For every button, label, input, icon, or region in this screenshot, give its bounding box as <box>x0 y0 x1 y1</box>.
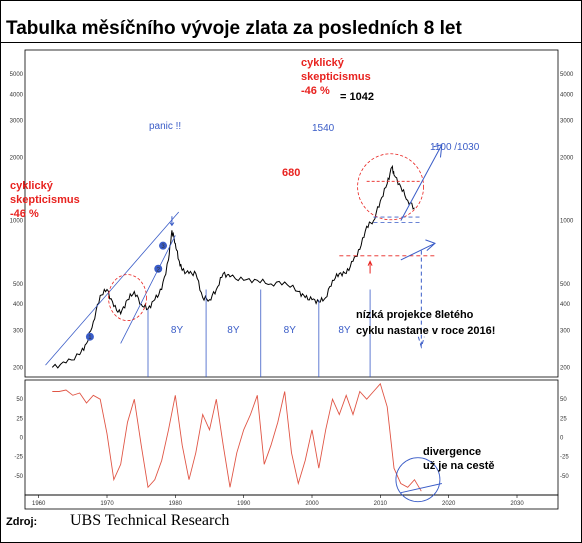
osc-y-tick-right: 50 <box>560 397 567 403</box>
y-tick-left: 5000 <box>10 72 24 78</box>
cycle-label: 8Y <box>284 325 297 336</box>
trendline-upper <box>120 235 176 344</box>
osc-y-tick-left: -50 <box>14 474 23 480</box>
y-tick-left: 400 <box>13 302 24 308</box>
peak-price-label: = 1042 <box>340 91 374 103</box>
x-tick-label: 1960 <box>32 501 46 507</box>
y-tick-right: 4000 <box>560 92 574 98</box>
osc-y-tick-right: -50 <box>560 474 569 480</box>
y-tick-left: 4000 <box>10 92 24 98</box>
panic-arrow <box>169 216 175 227</box>
panic-label: panic !! <box>149 121 181 132</box>
osc-y-tick-right: -25 <box>560 455 569 461</box>
projection-arrow-right <box>400 239 436 261</box>
price-panel-border <box>24 49 559 378</box>
y-tick-left: 1000 <box>10 219 24 225</box>
wave-mark-label: 2 <box>157 267 161 273</box>
trendline-lower <box>45 211 180 366</box>
divergence-text: už je na cestě <box>423 460 495 472</box>
projection-note: cyklu nastane v roce 2016! <box>356 325 495 337</box>
oscillator-panel-border <box>24 379 559 496</box>
x-tick-label: 2030 <box>510 501 524 507</box>
divergence-circle <box>395 457 441 503</box>
oscillator-line <box>52 382 422 492</box>
source-label: Zdroj: <box>6 516 38 528</box>
left-cycle-text: cyklický <box>10 180 54 192</box>
cycle-circle-top <box>357 153 424 221</box>
divergence-text: divergence <box>423 446 481 458</box>
gold-price-line <box>51 164 415 369</box>
y-tick-right: 300 <box>560 328 571 334</box>
projection-arrow-down <box>417 250 425 349</box>
wave-mark-label: 1 <box>88 335 92 341</box>
y-tick-left: 500 <box>13 282 24 288</box>
top-cycle-text: skepticismus <box>301 71 371 83</box>
y-tick-right: 400 <box>560 302 571 308</box>
x-tick-label: 2000 <box>305 501 319 507</box>
wave-mark-circle <box>159 241 168 250</box>
x-tick-label: 1970 <box>100 501 114 507</box>
x-tick-label: 2020 <box>442 501 456 507</box>
y-tick-left: 2000 <box>10 155 24 161</box>
cycle-circle-left <box>108 274 147 322</box>
left-cycle-text: -46 % <box>10 208 39 220</box>
y-tick-left: 3000 <box>10 118 24 124</box>
y-tick-right: 3000 <box>560 118 574 124</box>
osc-y-tick-left: -25 <box>14 455 23 461</box>
y-tick-left: 200 <box>13 365 24 371</box>
top-cycle-text: cyklický <box>301 57 345 69</box>
source-text: UBS Technical Research <box>70 512 230 529</box>
y-tick-right: 1000 <box>560 219 574 225</box>
x-tick-label: 2010 <box>374 501 388 507</box>
page-title: Tabulka měsíčního vývoje zlata za posled… <box>6 18 462 39</box>
red-arrow <box>367 260 373 274</box>
cycle-label: 8Y <box>171 325 184 336</box>
target-label: 1100 /1030 <box>430 142 480 153</box>
cycle-label: 8Y <box>338 325 351 336</box>
osc-y-tick-left: 0 <box>20 436 24 442</box>
osc-y-tick-right: 0 <box>560 436 564 442</box>
y-tick-right: 200 <box>560 365 571 371</box>
wave-mark-circle <box>154 264 163 273</box>
level-1540-label: 1540 <box>312 123 335 134</box>
x-tick-label: 1980 <box>169 501 183 507</box>
y-tick-left: 300 <box>13 328 24 334</box>
left-cycle-text: skepticismus <box>10 194 80 206</box>
cycle-label: 8Y <box>227 325 240 336</box>
osc-y-tick-left: 50 <box>16 397 23 403</box>
osc-y-tick-left: 25 <box>16 416 23 422</box>
y-tick-right: 500 <box>560 282 571 288</box>
y-tick-right: 5000 <box>560 72 574 78</box>
annotation-layer: 8Y 8Y 8Y 8Y 1 2 3 panic !! cyklický skepticismus -… <box>10 57 495 503</box>
y-tick-right: 2000 <box>560 155 574 161</box>
level-680-label: 680 <box>282 167 300 179</box>
osc-y-tick-right: 25 <box>560 416 567 422</box>
divergence-line <box>400 483 442 494</box>
wave-mark-label: 3 <box>161 244 165 250</box>
x-axis-band <box>24 494 559 510</box>
top-cycle-text: -46 % <box>301 85 330 97</box>
title-separator <box>0 42 582 43</box>
projection-arrow-up <box>400 144 443 221</box>
price-chart-layer <box>51 164 415 377</box>
wave-mark-circle <box>85 332 94 341</box>
projection-note: nízká projekce 8letého <box>356 309 474 321</box>
oscillator-layer <box>52 382 422 492</box>
x-tick-label: 1990 <box>237 501 251 507</box>
